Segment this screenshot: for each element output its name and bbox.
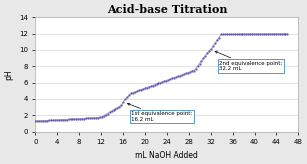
X-axis label: mL NaOH Added: mL NaOH Added <box>135 151 198 160</box>
Text: 2nd equivalence point:
32.2 mL: 2nd equivalence point: 32.2 mL <box>215 51 282 71</box>
Title: Acid-base Titration: Acid-base Titration <box>107 4 227 15</box>
Y-axis label: pH: pH <box>4 69 13 80</box>
Text: 1st equivalence point:
16.2 mL: 1st equivalence point: 16.2 mL <box>127 103 192 122</box>
